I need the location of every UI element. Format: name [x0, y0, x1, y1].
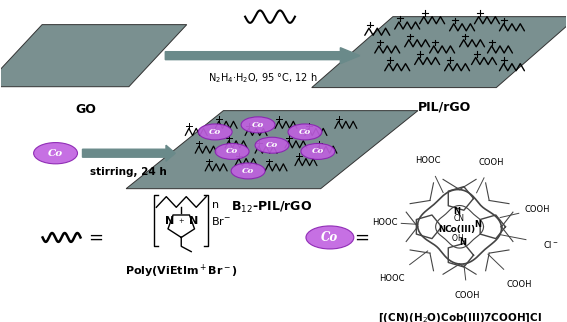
Text: B$_{12}$-PIL/rGO: B$_{12}$-PIL/rGO	[231, 200, 312, 215]
Ellipse shape	[301, 144, 335, 159]
Text: Cl$^-$: Cl$^-$	[544, 239, 559, 250]
Polygon shape	[312, 17, 567, 88]
Ellipse shape	[306, 226, 354, 249]
Ellipse shape	[241, 117, 275, 133]
Text: HOOC: HOOC	[372, 218, 397, 227]
Polygon shape	[126, 111, 418, 189]
Ellipse shape	[288, 124, 322, 140]
FancyArrow shape	[82, 145, 175, 161]
Text: N: N	[459, 238, 466, 247]
Text: GO: GO	[75, 103, 96, 116]
Text: HOOC: HOOC	[415, 156, 441, 165]
Text: N: N	[453, 207, 460, 216]
Text: CN: CN	[454, 214, 465, 223]
Text: =: =	[88, 228, 103, 246]
Text: [(CN)(H$_2$O)Cob(III)7COOH]Cl: [(CN)(H$_2$O)Cob(III)7COOH]Cl	[378, 311, 541, 322]
Text: Co: Co	[299, 128, 311, 136]
Text: COOH: COOH	[455, 291, 480, 300]
Text: Co: Co	[226, 147, 238, 156]
Text: Co: Co	[48, 149, 63, 158]
FancyArrow shape	[166, 48, 360, 64]
Text: =: =	[354, 228, 369, 246]
Text: N: N	[189, 216, 198, 226]
Ellipse shape	[198, 124, 232, 140]
Text: Co: Co	[242, 167, 254, 175]
Ellipse shape	[231, 163, 265, 179]
Text: Poly(ViEtIm$^+$Br$^-$): Poly(ViEtIm$^+$Br$^-$)	[125, 262, 238, 280]
Text: N: N	[474, 220, 481, 229]
Ellipse shape	[33, 143, 78, 164]
Ellipse shape	[215, 144, 249, 159]
Text: Co(III): Co(III)	[444, 225, 475, 234]
Text: OH$_2$: OH$_2$	[451, 233, 468, 245]
Text: COOH: COOH	[479, 158, 504, 167]
Text: Co: Co	[266, 141, 278, 149]
Text: Br$^{−}$: Br$^{−}$	[211, 215, 231, 227]
Text: N: N	[164, 216, 174, 226]
Text: HOOC: HOOC	[379, 274, 404, 283]
Ellipse shape	[255, 137, 289, 153]
Text: PIL/rGO: PIL/rGO	[418, 100, 471, 113]
Text: $^+$: $^+$	[177, 218, 185, 228]
Text: stirring, 24 h: stirring, 24 h	[90, 166, 167, 176]
Text: COOH: COOH	[507, 280, 532, 289]
Polygon shape	[0, 25, 187, 87]
Text: n: n	[212, 200, 219, 210]
Text: N$_2$H$_4$·H$_2$O, 95 °C, 12 h: N$_2$H$_4$·H$_2$O, 95 °C, 12 h	[208, 71, 318, 85]
Text: Co: Co	[252, 121, 264, 129]
Text: COOH: COOH	[524, 204, 550, 213]
Text: Co: Co	[209, 128, 221, 136]
Text: Co: Co	[321, 231, 338, 244]
Text: N: N	[438, 225, 446, 234]
Text: Co: Co	[312, 147, 324, 156]
